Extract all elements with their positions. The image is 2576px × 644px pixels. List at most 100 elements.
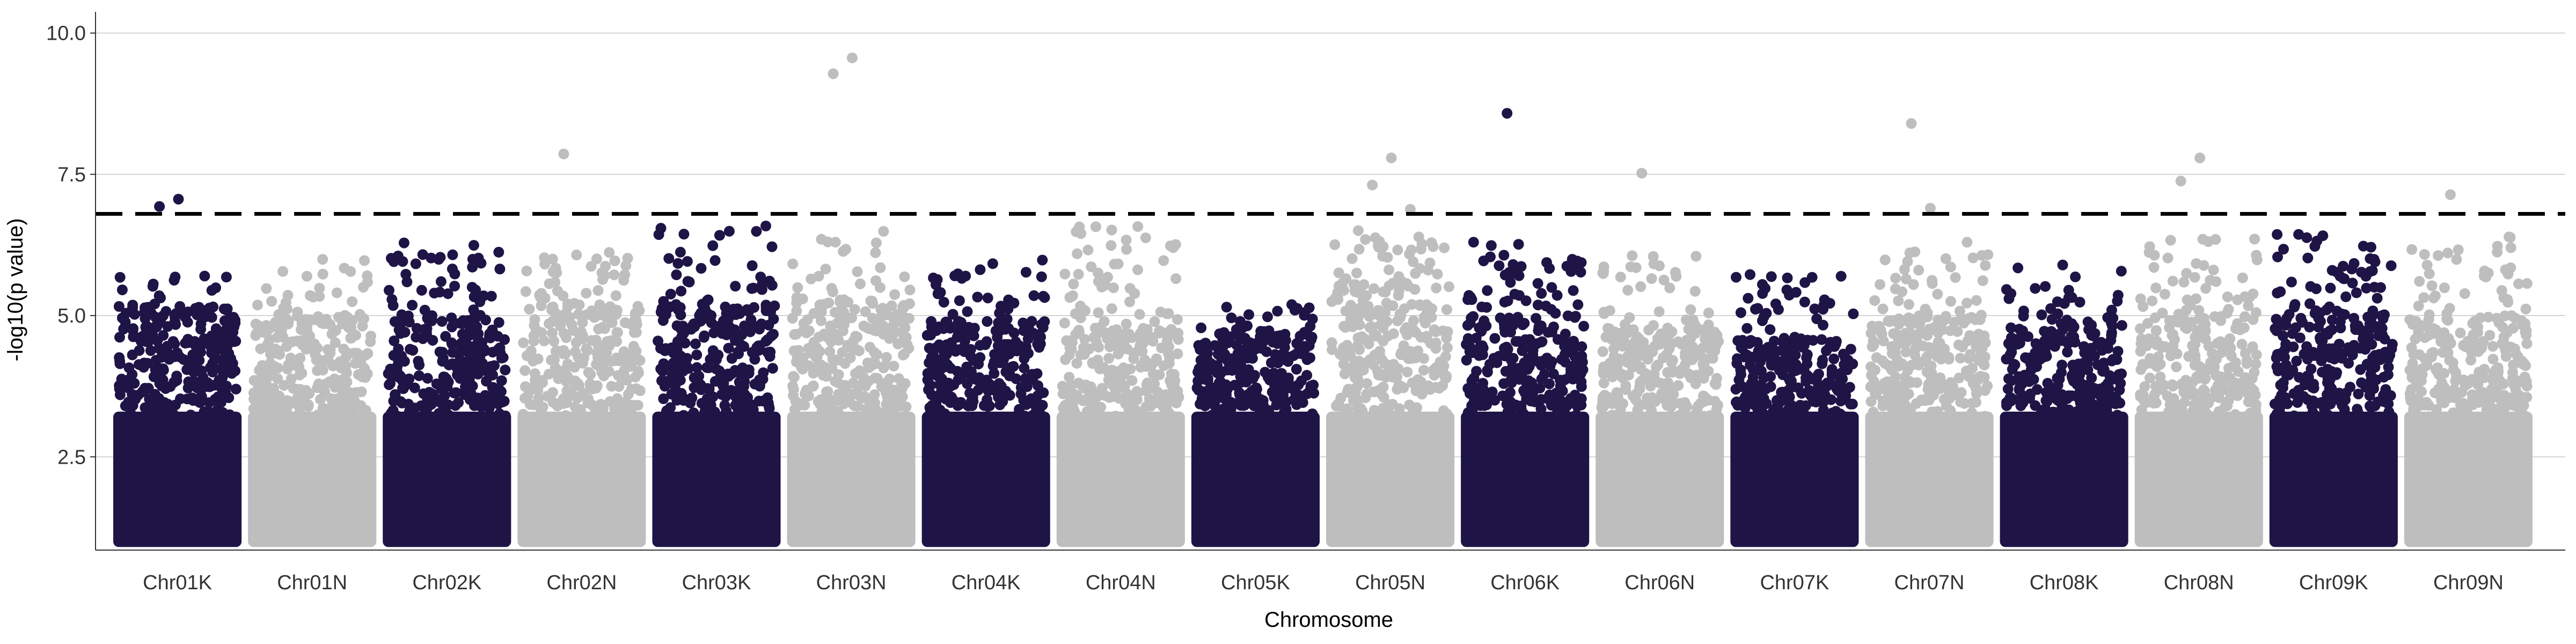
snp-point [734,396,745,407]
snp-point [1431,282,1442,294]
snp-point [1560,328,1571,340]
snp-point [2139,381,2150,392]
snp-point [886,300,897,311]
snp-point [1429,370,1440,381]
snp-point [1506,377,1517,389]
snp-point [1664,282,1675,294]
snp-point [688,407,699,419]
snp-point [459,334,471,346]
snp-point [1206,358,1217,370]
snp-point [2340,387,2352,399]
peak-snp-point [2194,152,2206,164]
snp-point [669,386,680,397]
snp-point [1494,260,1505,272]
snp-point [660,345,671,356]
snp-point [2201,365,2212,376]
snp-point [352,348,363,359]
snp-point [1519,318,1530,329]
snp-point [1060,354,1071,365]
snp-point [1035,408,1046,420]
snp-point [472,369,484,380]
snp-point [1972,335,1984,346]
snp-point [1362,378,1372,389]
snp-point [2283,369,2294,380]
snp-point [757,374,769,385]
snp-point [2293,229,2304,240]
snp-point [1301,370,1313,381]
snp-point [1416,238,1428,250]
snp-point [469,291,480,303]
snp-point [2284,309,2295,320]
snp-point [747,260,758,271]
snp-point [134,345,145,356]
snp-point [1401,278,1413,289]
snp-point [723,225,735,237]
snp-point [1308,379,1319,391]
snp-point [357,320,368,332]
snp-point [153,393,165,404]
snp-point [678,410,689,421]
snp-point [1064,371,1075,383]
snp-point [746,283,757,294]
snp-point [2191,258,2202,269]
snp-point [1620,380,1631,391]
snp-point [1339,368,1350,379]
snp-point [878,226,889,237]
snp-point [2385,390,2396,401]
snp-point [1432,268,1443,280]
snp-point [2365,360,2376,371]
snp-point [2331,305,2343,317]
snp-point [1966,398,1978,409]
snp-point [1945,296,1956,307]
snp-point [1126,375,1138,386]
snp-point [1349,279,1359,290]
snp-point [1396,347,1407,358]
snp-point [2213,392,2224,403]
snp-point [833,369,844,380]
snp-point [2366,402,2377,413]
axes [95,12,2565,551]
snp-point [2351,287,2362,298]
snp-point [383,368,394,379]
snp-point [2280,339,2292,350]
snp-point [2291,355,2302,367]
snp-point [1553,334,1563,345]
snp-point [2191,371,2202,383]
snp-point [1439,242,1450,253]
chromosome-Chr01K [113,194,242,547]
snp-point [183,376,194,387]
snp-point [2006,322,2017,333]
snp-point [1513,336,1524,347]
snp-point [2455,327,2466,339]
snp-point [2066,370,2077,381]
snp-point [577,330,588,341]
snp-point [1332,292,1343,304]
snp-point [749,302,759,313]
snp-point [1231,328,1242,340]
snp-point [199,270,210,282]
snp-point [1826,369,1838,380]
snp-point [1953,372,1965,384]
snp-point [2249,233,2260,245]
snp-point [473,252,484,264]
snp-point [1891,354,1902,365]
snp-point [2189,360,2200,371]
snp-point [2215,311,2227,322]
snp-point [1782,272,1793,283]
snp-point [1039,292,1050,303]
snp-point [2512,351,2523,362]
snp-point [317,268,328,280]
snp-point [1544,378,1555,390]
snp-point [2136,333,2147,345]
snp-point [386,253,397,264]
snp-point [147,281,158,292]
x-tick-label-Chr08K: Chr08K [2030,572,2099,594]
snp-point [2135,293,2146,304]
snp-point [2479,364,2490,375]
snp-point [434,346,445,357]
snp-point [1685,372,1696,383]
snp-point [1877,303,1889,314]
snp-point [1466,409,1477,420]
snp-point [1253,409,1264,421]
snp-point [279,380,290,391]
